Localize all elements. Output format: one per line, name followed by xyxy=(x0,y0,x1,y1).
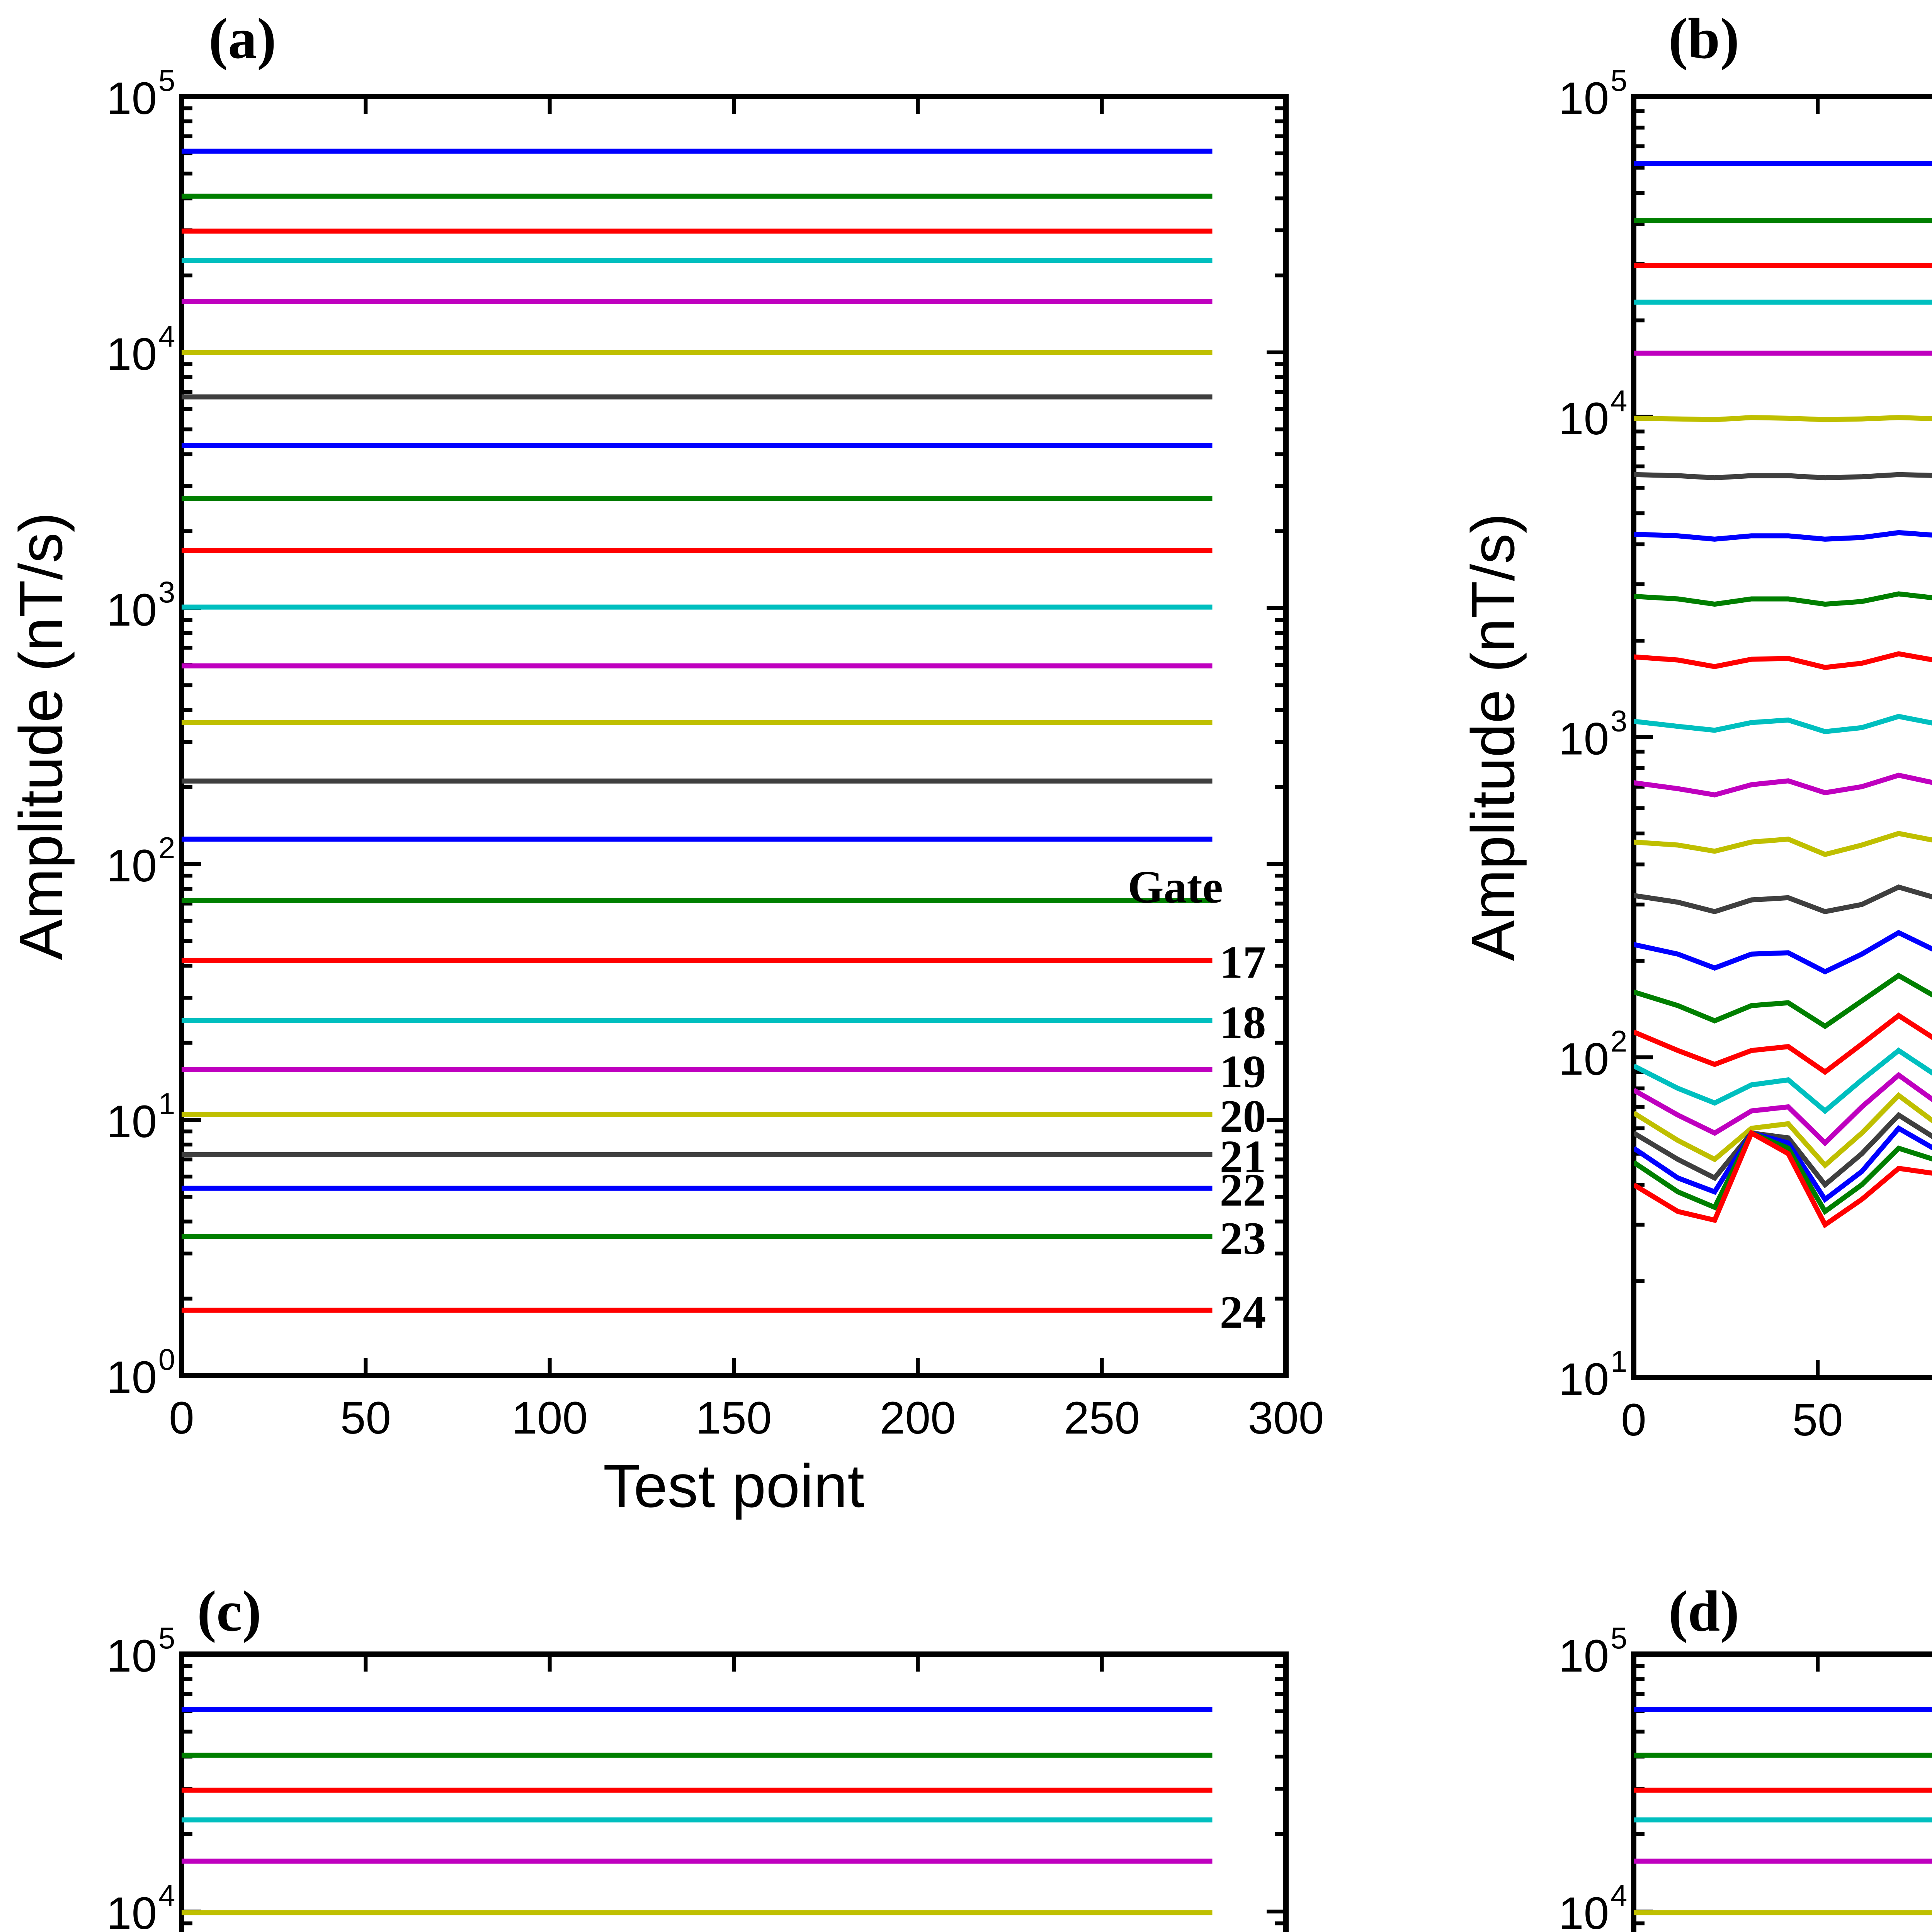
x-tick-label: 300 xyxy=(1248,1393,1324,1444)
axes-frame xyxy=(1631,1651,1932,1932)
gate-number-label: 19 xyxy=(1220,1046,1266,1097)
x-tick-label: 50 xyxy=(1793,1395,1843,1446)
x-tick-label: 0 xyxy=(1621,1395,1646,1446)
series-line-gate-20 xyxy=(1634,1092,1932,1169)
y-tick-label-exponent: 4 xyxy=(158,319,175,353)
series-line-gate-21 xyxy=(1634,1112,1932,1189)
gate-number-label: 20 xyxy=(1220,1090,1266,1142)
x-tick-label: 0 xyxy=(169,1393,194,1444)
y-tick-label-exponent: 4 xyxy=(158,1878,175,1912)
y-tick-label-base: 10 xyxy=(1558,1631,1609,1682)
y-tick-label-exponent: 0 xyxy=(158,1342,175,1376)
y-tick-label-base: 10 xyxy=(1558,1034,1609,1085)
axes-frame xyxy=(179,1651,1289,1932)
x-tick-label: 100 xyxy=(512,1393,588,1444)
y-tick-label-base: 10 xyxy=(106,1096,157,1147)
y-tick-label-base: 10 xyxy=(1558,1354,1609,1405)
y-axis-label: Amplitude (nT/s) xyxy=(7,512,75,960)
y-tick-label-base: 10 xyxy=(106,1352,157,1403)
series-line-gate-6 xyxy=(1634,415,1932,422)
y-tick-label-base: 10 xyxy=(106,840,157,891)
series-line-gate-18 xyxy=(1634,1047,1932,1114)
y-axis-label: Amplitude (nT/s) xyxy=(1459,513,1527,961)
gate-number-label: 24 xyxy=(1220,1286,1266,1338)
panel-b: 050100150200250300101102103104105Test po… xyxy=(1459,7,1932,1446)
series-line-gate-12 xyxy=(1634,772,1932,798)
y-tick-label-exponent: 1 xyxy=(158,1087,175,1121)
y-tick-label-exponent: 4 xyxy=(1611,384,1627,418)
gate-title-label: Gate xyxy=(1128,861,1223,912)
series-line-gate-14 xyxy=(1634,884,1932,915)
series-line-gate-10 xyxy=(1634,651,1932,670)
x-tick-label: 200 xyxy=(880,1393,956,1444)
y-tick-label-exponent: 4 xyxy=(1611,1878,1627,1912)
y-tick-label-exponent: 2 xyxy=(158,831,175,865)
series-line-gate-22 xyxy=(1634,1125,1932,1203)
series-line-gate-15 xyxy=(1634,930,1932,975)
x-tick-label: 150 xyxy=(696,1393,772,1444)
series-line-gate-19 xyxy=(1634,1072,1932,1147)
panel-d: 050100150200250300100101102103104105Test… xyxy=(1558,1579,1932,1932)
y-tick-label-exponent: 2 xyxy=(1611,1024,1627,1058)
series-line-gate-24 xyxy=(1634,1129,1932,1229)
y-tick-label-base: 10 xyxy=(106,1631,157,1682)
panel-c: 050100150200250300100101102103104105Test… xyxy=(106,1579,1289,1932)
panel-label: (a) xyxy=(209,7,276,71)
series-line-gate-17 xyxy=(1634,1012,1932,1075)
series-line-gate-7 xyxy=(1634,472,1932,481)
series-line-gate-16 xyxy=(1634,973,1932,1029)
panel-label: (b) xyxy=(1668,7,1739,71)
y-tick-label-base: 10 xyxy=(106,329,157,380)
series-line-gate-8 xyxy=(1634,530,1932,542)
y-tick-label-base: 10 xyxy=(1558,393,1609,444)
gate-number-label: 21 xyxy=(1220,1131,1266,1182)
gate-number-label: 22 xyxy=(1220,1164,1266,1216)
gate-number-label: 17 xyxy=(1220,936,1266,988)
y-tick-label-base: 10 xyxy=(106,1888,157,1932)
x-tick-label: 250 xyxy=(1064,1393,1140,1444)
y-tick-label-exponent: 5 xyxy=(1611,63,1627,97)
y-tick-label-exponent: 3 xyxy=(158,575,175,609)
y-tick-label-base: 10 xyxy=(106,73,157,124)
series-line-gate-13 xyxy=(1634,831,1932,857)
y-tick-label-exponent: 5 xyxy=(158,1621,175,1655)
y-tick-label-exponent: 5 xyxy=(158,63,175,97)
panel-label: (c) xyxy=(197,1579,261,1643)
gate-number-label: 23 xyxy=(1220,1213,1266,1264)
series-line-gate-9 xyxy=(1634,591,1932,607)
y-tick-label-base: 10 xyxy=(1558,73,1609,124)
series-line-gate-11 xyxy=(1634,714,1932,735)
y-tick-label-exponent: 5 xyxy=(1611,1621,1627,1655)
y-tick-label-base: 10 xyxy=(106,585,157,636)
gate-number-label: 18 xyxy=(1220,997,1266,1048)
series-line-gate-23 xyxy=(1634,1129,1932,1215)
panel-label: (d) xyxy=(1668,1579,1739,1643)
x-axis-label: Test point xyxy=(603,1452,864,1520)
axes-frame xyxy=(1631,94,1932,1380)
y-tick-label-base: 10 xyxy=(1558,1888,1609,1932)
y-tick-label-exponent: 1 xyxy=(1611,1344,1627,1378)
y-tick-label-exponent: 3 xyxy=(1611,704,1627,738)
y-tick-label-base: 10 xyxy=(1558,714,1609,765)
x-tick-label: 50 xyxy=(340,1393,391,1444)
axes-frame xyxy=(179,94,1289,1378)
